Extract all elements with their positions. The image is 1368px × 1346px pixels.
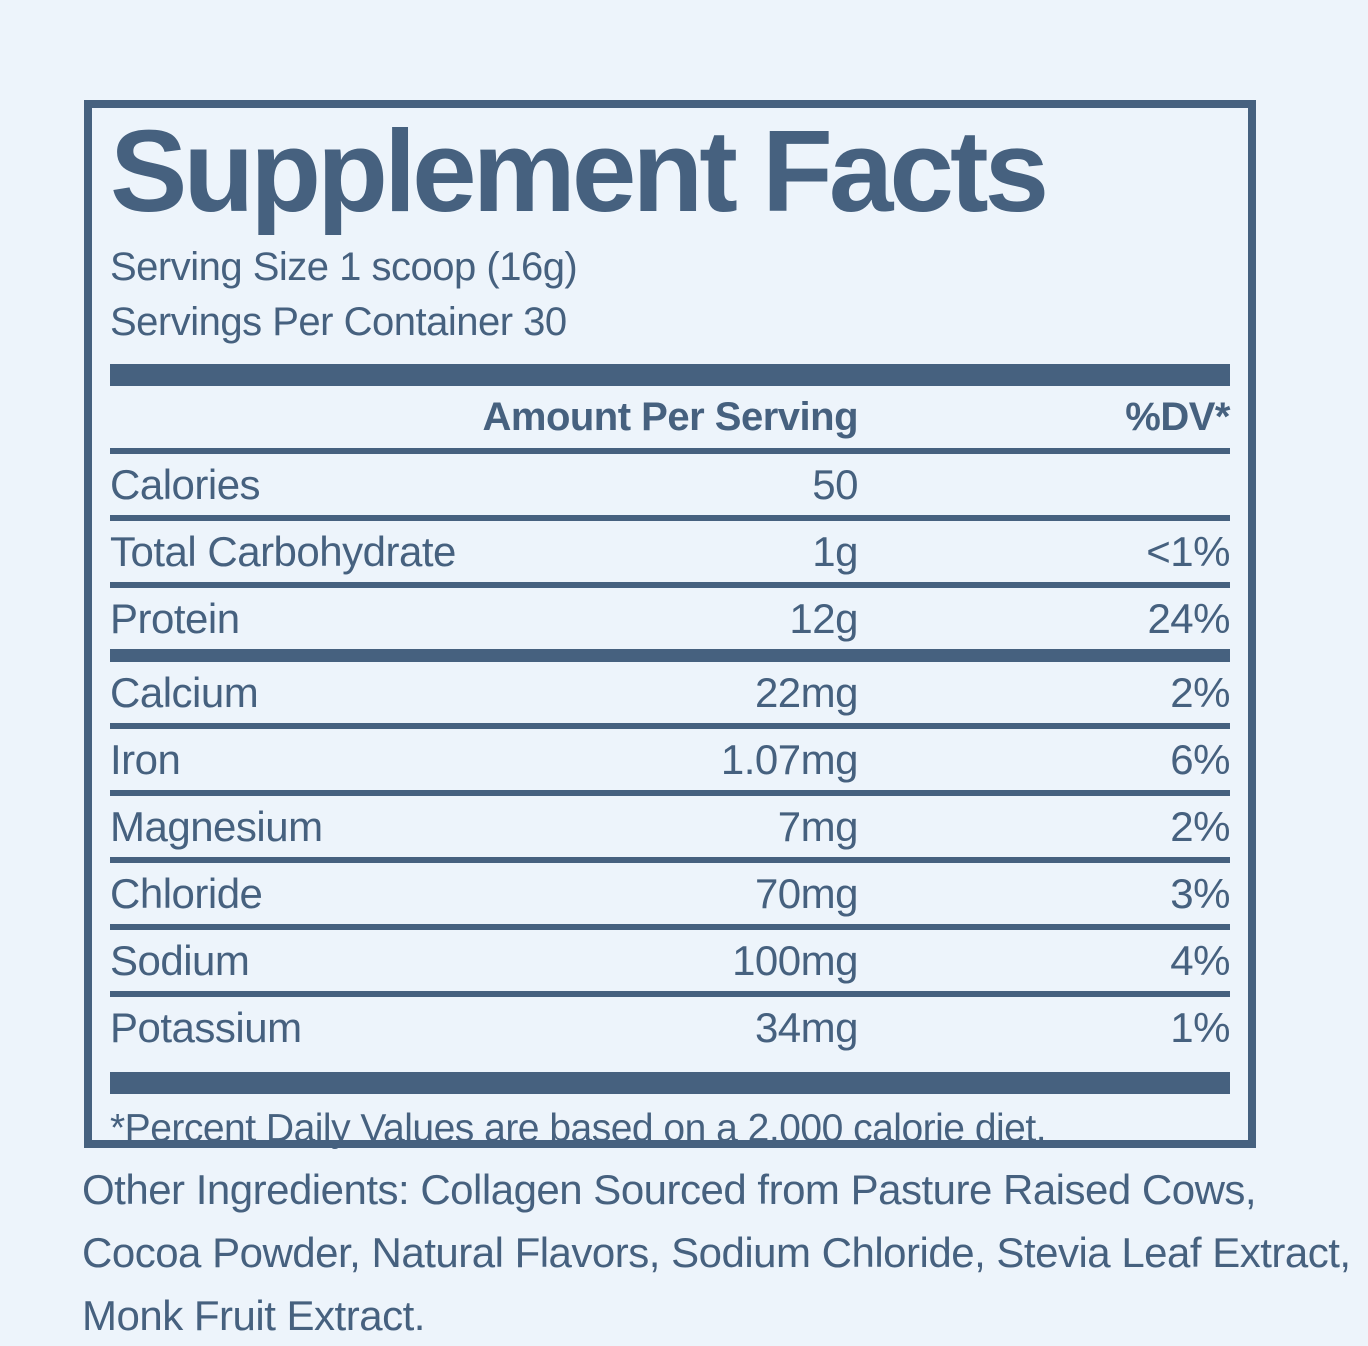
nutrient-amount: 100mg <box>732 936 858 984</box>
nutrient-name: Chloride <box>110 869 263 917</box>
divider-thick-top <box>110 364 1230 386</box>
nutrient-name: Potassium <box>110 1003 302 1051</box>
divider-thick-bottom <box>110 1072 1230 1094</box>
nutrient-dv: 6% <box>1170 735 1230 783</box>
nutrient-name: Sodium <box>110 936 250 984</box>
nutrient-row-calcium: Calcium 22mg 2% <box>110 662 1231 723</box>
nutrient-dv: 2% <box>1170 802 1230 850</box>
supplement-facts-panel: Supplement Facts Serving Size 1 scoop (1… <box>84 100 1256 1150</box>
nutrient-amount: 12g <box>789 594 858 642</box>
nutrient-name: Iron <box>110 735 181 783</box>
nutrient-dv: <1% <box>1146 527 1230 575</box>
nutrient-name: Protein <box>110 594 240 642</box>
servings-per-container-line: Servings Per Container 30 <box>110 300 567 344</box>
daily-value-footnote: *Percent Daily Values are based on a 2,0… <box>110 1107 1047 1150</box>
nutrient-row-protein: Protein 12g 24% <box>110 588 1231 649</box>
divider <box>110 790 1230 796</box>
divider <box>110 857 1230 863</box>
nutrient-row-potassium: Potassium 34mg 1% <box>110 997 1231 1058</box>
divider <box>110 991 1230 997</box>
serving-info: Serving Size 1 scoop (16g) Servings Per … <box>110 240 1230 350</box>
nutrient-row-magnesium: Magnesium 7mg 2% <box>110 796 1231 857</box>
nutrient-amount: 1.07mg <box>720 735 859 783</box>
nutrient-amount: 50 <box>812 460 858 508</box>
nutrient-amount: 34mg <box>754 1003 859 1051</box>
nutrient-amount: 1g <box>812 527 858 575</box>
divider <box>110 515 1230 521</box>
table-header-row: Amount Per Serving %DV* <box>110 386 1230 448</box>
nutrient-row-calories: Calories 50 <box>110 454 1230 515</box>
column-header-dv: %DV* <box>1125 394 1230 439</box>
nutrient-name: Magnesium <box>110 802 323 850</box>
nutrient-row-chloride: Chloride 70mg 3% <box>110 863 1231 924</box>
nutrient-dv: 1% <box>1170 1003 1230 1051</box>
other-ingredients-line: Other Ingredients: Collagen Sourced from… <box>82 1166 1257 1213</box>
nutrient-row-total-carbohydrate: Total Carbohydrate 1g <1% <box>110 521 1231 582</box>
divider <box>110 924 1230 930</box>
divider <box>110 448 1230 454</box>
nutrient-amount: 7mg <box>777 802 859 850</box>
panel-title: Supplement Facts <box>110 106 1049 236</box>
divider <box>110 582 1230 588</box>
nutrient-name: Calcium <box>110 668 259 716</box>
other-ingredients-line: Cocoa Powder, Natural Flavors, Sodium Ch… <box>82 1229 1351 1276</box>
divider-medium <box>110 649 1230 662</box>
nutrient-amount: 70mg <box>754 869 859 917</box>
nutrient-dv: 4% <box>1170 936 1230 984</box>
nutrient-name: Total Carbohydrate <box>110 527 456 575</box>
nutrient-row-iron: Iron 1.07mg 6% <box>110 729 1231 790</box>
serving-size-line: Serving Size 1 scoop (16g) <box>110 245 578 289</box>
other-ingredients-line: Monk Fruit Extract. <box>82 1292 425 1339</box>
nutrient-amount: 22mg <box>754 668 859 716</box>
other-ingredients-text: Other Ingredients: Collagen Sourced from… <box>82 1158 1351 1346</box>
nutrient-dv: 2% <box>1170 668 1230 716</box>
divider <box>110 723 1230 729</box>
nutrient-name: Calories <box>110 460 261 508</box>
nutrient-dv: 3% <box>1170 869 1230 917</box>
column-header-amount: Amount Per Serving <box>482 394 858 439</box>
nutrient-dv: 24% <box>1147 594 1230 642</box>
nutrient-row-sodium: Sodium 100mg 4% <box>110 930 1231 991</box>
